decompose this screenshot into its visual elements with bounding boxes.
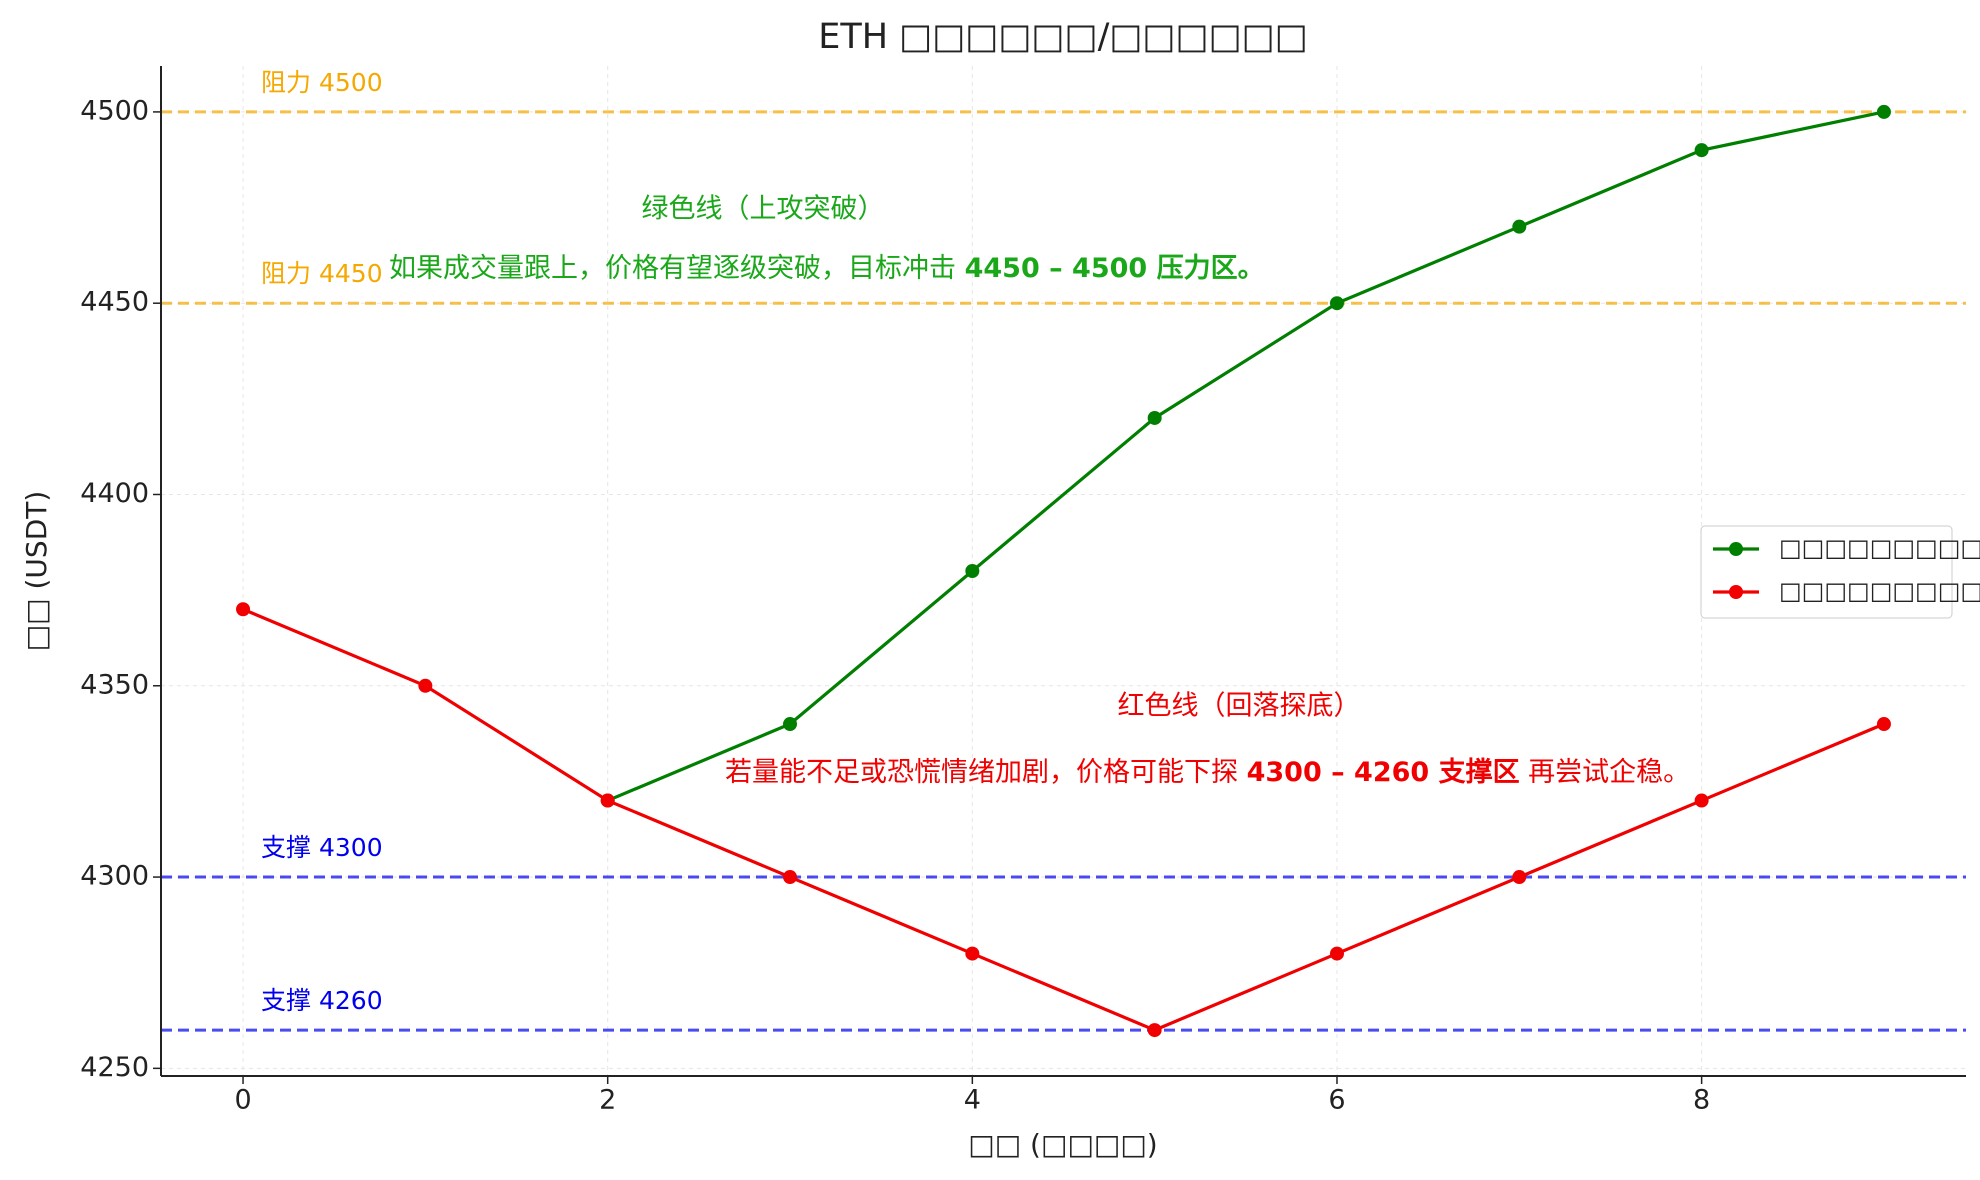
annotation-title: 红色线（回落探底） (1118, 691, 1361, 722)
y-tick-label: 4400 (80, 478, 149, 509)
data-point (1329, 296, 1344, 311)
legend-label: □□□□□□□□□ (1779, 577, 1980, 605)
data-point (965, 946, 980, 961)
annotation-segment: 4300 – 4260 支撑区 (1247, 757, 1520, 788)
x-tick-label: 2 (599, 1085, 616, 1116)
data-point (783, 870, 798, 885)
reference-label: 阻力 4450 (261, 259, 383, 288)
y-tick-label: 4250 (80, 1052, 149, 1083)
reference-label: 阻力 4500 (261, 68, 383, 97)
y-tick-label: 4500 (80, 95, 149, 126)
x-tick-label: 8 (1693, 1085, 1710, 1116)
annotation-segment: 如果成交量跟上，价格有望逐级突破，目标冲击 (389, 253, 965, 284)
legend-marker (1729, 585, 1743, 599)
y-tick-label: 4350 (80, 669, 149, 700)
x-tick-label: 6 (1328, 1085, 1345, 1116)
data-point (1876, 717, 1891, 732)
data-point (1512, 870, 1527, 885)
data-point (1694, 143, 1709, 158)
legend-marker (1729, 542, 1743, 556)
data-point (600, 793, 615, 808)
data-point (965, 564, 980, 578)
x-axis-label: □□ (□□□□) (968, 1128, 1157, 1161)
x-tick-label: 0 (234, 1085, 251, 1116)
x-tick-label: 4 (964, 1085, 981, 1116)
annotation-segment: 4450 – 4500 压力区。 (965, 253, 1265, 284)
series-line (607, 110, 1885, 803)
data-point (783, 717, 798, 732)
chart-title: ETH □□□□□□/□□□□□□ (818, 17, 1308, 57)
data-point (236, 602, 251, 617)
data-point (1694, 793, 1709, 808)
reference-label: 支撑 4300 (261, 833, 383, 862)
annotation-text: 若量能不足或恐慌情绪加剧，价格可能下探 4300 – 4260 支撑区 再尝试企… (725, 757, 1690, 788)
annotation-text: 如果成交量跟上，价格有望逐级突破，目标冲击 4450 – 4500 压力区。 (389, 253, 1265, 284)
series-line (242, 607, 1885, 1032)
data-point (1329, 946, 1344, 961)
y-tick-label: 4300 (80, 861, 149, 892)
y-tick-label: 4450 (80, 287, 149, 318)
legend-label: □□□□□□□□□ (1779, 534, 1980, 562)
annotation-title: 绿色线（上攻突破） (642, 194, 885, 225)
legend-box (1700, 525, 1953, 619)
data-point (1147, 1023, 1162, 1038)
annotation-segment: 若量能不足或恐慌情绪加剧，价格可能下探 (725, 757, 1247, 788)
data-point (418, 678, 433, 693)
reference-label: 支撑 4260 (261, 986, 383, 1015)
y-axis-label: □□ (USDT) (20, 491, 53, 652)
data-point (1876, 104, 1891, 119)
annotation-segment: 再尝试企稳。 (1520, 757, 1691, 788)
data-point (1147, 410, 1162, 425)
data-point (1512, 219, 1527, 234)
